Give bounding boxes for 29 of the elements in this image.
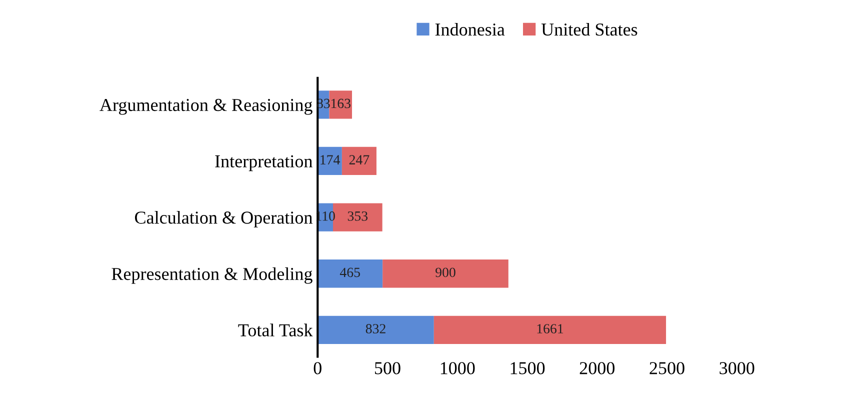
- x-tick-label: 1000: [440, 362, 475, 374]
- data-label: 163: [331, 98, 350, 108]
- data-label: 247: [349, 155, 370, 164]
- legend-label: Indonesia: [435, 22, 505, 36]
- y-tick-label: Argumentation & Reasioning: [100, 98, 312, 115]
- x-tick-label: 0: [314, 362, 322, 374]
- bar: [333, 203, 382, 232]
- x-tick-label: 2500: [650, 362, 684, 374]
- y-tick-label: Representation & Modeling: [112, 267, 312, 284]
- bar: [434, 316, 666, 344]
- y-tick-label: Total Task: [238, 324, 313, 336]
- data-label: 465: [340, 268, 360, 278]
- data-label: 832: [366, 324, 386, 334]
- x-tick-label: 3000: [720, 362, 754, 374]
- x-tick-label: 1500: [510, 362, 545, 374]
- data-label: 174: [320, 155, 340, 164]
- data-label: 900: [436, 268, 456, 278]
- bar: [318, 316, 434, 344]
- data-label: 353: [348, 211, 368, 221]
- bar: [329, 90, 352, 119]
- bar: [382, 260, 508, 288]
- data-label: 1661: [537, 324, 564, 334]
- x-tick-label: 2000: [580, 362, 614, 374]
- bar: [318, 260, 383, 288]
- x-tick-label: 500: [375, 362, 400, 374]
- y-tick-label: Interpretation: [215, 155, 312, 172]
- bar: [342, 146, 376, 176]
- y-tick-label: Calculation & Operation: [135, 211, 312, 228]
- legend-label: United States: [541, 22, 638, 36]
